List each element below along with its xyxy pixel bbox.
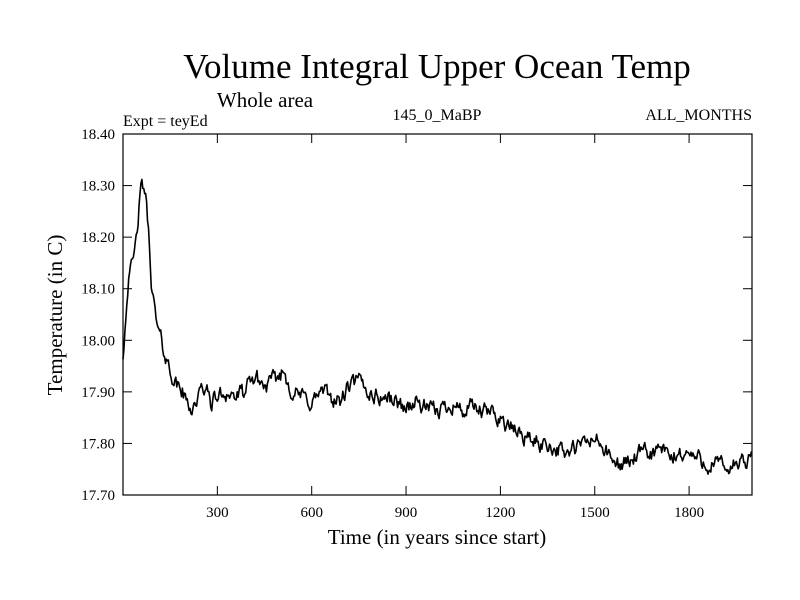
- x-tick-label: 600: [300, 505, 323, 521]
- y-axis-label: Temperature (in C): [43, 235, 67, 396]
- x-axis-label: Time (in years since start): [328, 525, 547, 549]
- x-axis: 300 600 900 1200 1500 1800: [206, 134, 704, 521]
- x-tick-label: 1200: [485, 505, 515, 521]
- y-tick-label: 17.70: [81, 488, 115, 504]
- x-tick-label: 1500: [580, 505, 610, 521]
- x-tick-label: 1800: [674, 505, 704, 521]
- chart-title: Volume Integral Upper Ocean Temp: [183, 47, 690, 86]
- y-axis: 17.70 17.80 17.90 18.00 18.10 18.20 18.30 18.40: [81, 127, 752, 504]
- y-tick-label: 18.30: [81, 179, 115, 195]
- y-tick-label: 17.90: [81, 385, 115, 401]
- y-tick-label: 17.80: [81, 436, 115, 452]
- y-tick-label: 18.10: [81, 282, 115, 298]
- y-tick-label: 18.00: [81, 333, 115, 349]
- plot-frame: [122, 133, 753, 496]
- chart-subtitle: Whole area: [217, 88, 314, 112]
- series-line: [122, 178, 753, 475]
- period-label: 145_0_MaBP: [393, 107, 482, 124]
- x-tick-label: 300: [206, 505, 229, 521]
- months-label: ALL_MONTHS: [645, 107, 752, 124]
- x-tick-label: 900: [395, 505, 418, 521]
- y-tick-label: 18.40: [81, 127, 115, 143]
- experiment-label: Expt = teyEd: [123, 113, 208, 130]
- y-tick-label: 18.20: [81, 230, 115, 246]
